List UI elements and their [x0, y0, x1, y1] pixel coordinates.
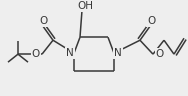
Text: O: O [32, 49, 40, 59]
Text: O: O [156, 49, 164, 59]
Text: N: N [66, 48, 74, 58]
Text: O: O [147, 16, 155, 26]
Text: O: O [39, 16, 47, 26]
Text: OH: OH [77, 1, 93, 11]
Text: N: N [114, 48, 122, 58]
